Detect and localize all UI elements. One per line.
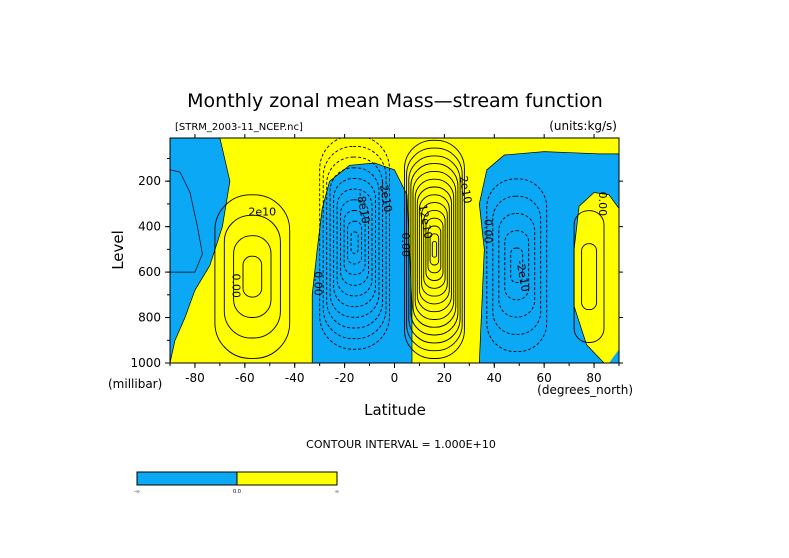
contour-ring-north-hadley — [404, 139, 465, 359]
colorbar-negative-swatch — [136, 471, 238, 486]
contour-ring-north-ferrel — [504, 230, 530, 301]
file-label: [STRM_2003-11_NCEP.nc] — [175, 122, 303, 133]
contour-ring-north-hadley — [418, 194, 450, 305]
contour-ring-north-hadley — [414, 178, 455, 320]
negative-fill-north-mid — [479, 151, 619, 363]
contour-ring-north-hadley — [410, 163, 459, 336]
contour-ring-north-ferrel — [492, 195, 542, 335]
y-tick-label: 1000 — [130, 356, 161, 370]
contour-label: -2e10 — [513, 259, 531, 293]
contour-ring-north-hadley — [406, 147, 463, 352]
contour-ring-south-ferrel — [214, 194, 291, 359]
contour-ring-north-hadley — [408, 155, 461, 344]
zero-contour — [478, 151, 619, 363]
x-tick-label: 80 — [586, 371, 601, 385]
zero-contour — [170, 169, 203, 273]
contour-ring-south-hadley — [350, 231, 359, 254]
contour-ring-south-hadley — [329, 167, 380, 318]
contour-ring-south-ferrel — [223, 214, 281, 339]
colorbar-label-max: ∞ — [335, 489, 339, 495]
contour-ring-south-hadley — [343, 210, 366, 276]
colorbar: -∞ 0.0 ∞ — [134, 471, 339, 495]
y-tick-label: 600 — [138, 265, 161, 279]
x-tick-label: -80 — [185, 371, 205, 385]
contour-ring-south-ferrel — [242, 255, 263, 298]
contour-label: 12e10 — [416, 203, 435, 239]
contour-ring-south-hadley — [347, 220, 363, 265]
zero-contour — [170, 138, 231, 363]
contour-ring-north-hadley — [425, 217, 444, 281]
colorbar-label-min: -∞ — [134, 489, 140, 495]
contour-label: -8e10 — [354, 191, 372, 225]
negative-fill-north-bottom — [609, 349, 619, 363]
contour-ring-north-hadley — [423, 209, 446, 289]
contour-label: 2e10 — [248, 205, 276, 218]
contour-ring-south-hadley — [326, 156, 384, 329]
contour-ring-north-hadley — [416, 186, 452, 313]
contour-label: 0.00 — [481, 219, 494, 244]
contour-ring-south-hadley — [319, 138, 390, 350]
y-axis-units: (millibar) — [108, 377, 162, 391]
contour-ring-north-hadley — [412, 170, 457, 328]
x-tick-label: -40 — [285, 371, 305, 385]
y-axis-title: Level — [109, 230, 127, 270]
x-tick-label: 60 — [537, 371, 552, 385]
contour-ring-north-ferrel — [510, 247, 524, 283]
negative-fill-south-edge — [170, 169, 203, 273]
x-tick-label: -20 — [335, 371, 355, 385]
y-tick-label: 800 — [138, 311, 161, 325]
contour-label: 2e10 — [457, 175, 475, 205]
contour-label: -2e10 — [376, 180, 394, 214]
contour-ring-north-ferrel — [498, 213, 536, 318]
contour-label: 0.00 — [312, 271, 325, 296]
y-axis-ticks: 200 400 600 800 1000 — [130, 157, 623, 370]
y-tick-label: 400 — [138, 220, 161, 234]
y-tick-label: 200 — [138, 174, 161, 188]
contour-ring-south-ferrel — [233, 235, 272, 318]
x-axis-title: Latitude — [364, 401, 426, 419]
colorbar-label-zero: 0.0 — [233, 489, 241, 495]
contour-label: 0.00 — [596, 192, 609, 217]
contour-ring-north-polar — [581, 243, 598, 311]
contour-ring-north-hadley — [427, 225, 442, 274]
x-axis-units: (degrees_north) — [537, 383, 633, 397]
chart-title: Monthly zonal mean Mass—stream function — [187, 90, 603, 112]
x-tick-label: -60 — [235, 371, 255, 385]
contour-interval-note: CONTOUR INTERVAL = 1.000E+10 — [306, 438, 496, 451]
x-tick-label: 0 — [391, 371, 399, 385]
contour-ring-south-hadley — [333, 178, 376, 308]
contour-ring-north-hadley — [421, 202, 448, 297]
contour-label: 0.00 — [229, 273, 242, 298]
x-tick-label: 40 — [487, 371, 502, 385]
contour-label: 0.00 — [399, 233, 412, 257]
contour-ring-south-hadley — [340, 199, 369, 286]
contour-ring-north-hadley — [429, 233, 440, 266]
units-label: (units:kg/s) — [549, 119, 617, 133]
contour-ring-south-hadley — [322, 145, 387, 340]
contour-ring-south-hadley — [336, 188, 373, 297]
zero-contour — [311, 162, 413, 363]
x-tick-label: 20 — [437, 371, 452, 385]
colorbar-positive-swatch — [236, 471, 338, 486]
contour-lines — [170, 138, 619, 363]
contour-ring-north-hadley — [431, 241, 438, 258]
contour-ring-north-ferrel — [486, 178, 548, 353]
